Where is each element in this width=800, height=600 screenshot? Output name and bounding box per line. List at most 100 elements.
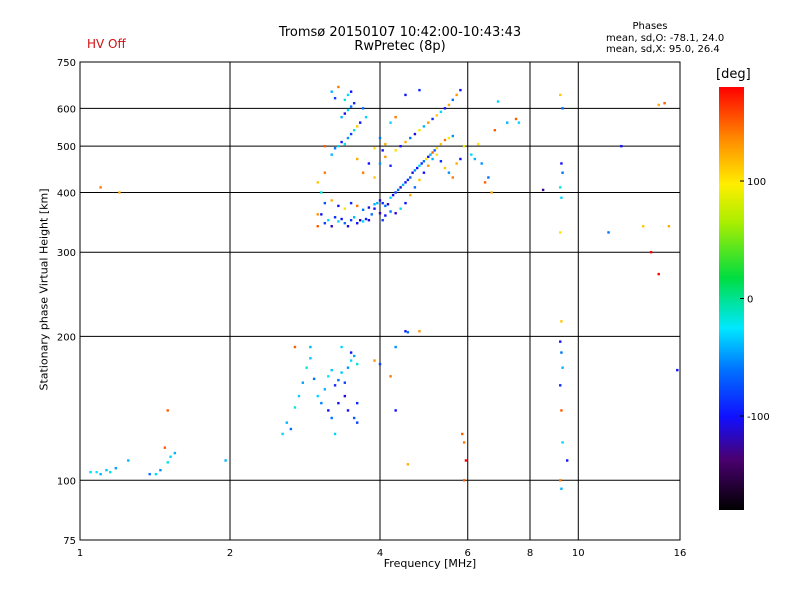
data-point: [349, 105, 353, 108]
data-point: [378, 136, 382, 140]
data-point: [114, 466, 118, 470]
x-tick-label: 10: [572, 548, 585, 559]
data-point: [443, 166, 447, 170]
data-point: [323, 201, 327, 205]
data-point: [337, 85, 340, 89]
data-point: [373, 359, 376, 362]
data-point: [333, 216, 337, 219]
data-point: [483, 181, 487, 184]
data-point: [480, 162, 483, 165]
data-point: [389, 164, 392, 167]
data-point: [349, 201, 353, 205]
data-point: [309, 345, 312, 349]
phases-x-stats: mean, sd,X: 95.0, 26.4: [606, 44, 720, 55]
data-point: [443, 107, 447, 110]
data-point: [361, 208, 365, 212]
data-point: [337, 378, 340, 382]
data-point: [381, 219, 384, 222]
data-point: [431, 117, 434, 121]
data-point: [352, 101, 356, 105]
data-point: [364, 217, 368, 221]
y-tick-label: 600: [57, 104, 76, 115]
data-point: [657, 103, 660, 107]
data-point: [642, 225, 645, 228]
data-point: [493, 128, 497, 132]
x-tick-label: 16: [674, 548, 687, 559]
data-point: [424, 157, 428, 161]
data-point: [378, 362, 382, 366]
data-point: [418, 88, 421, 92]
data-point: [413, 169, 417, 172]
data-point: [327, 219, 330, 222]
y-tick-label: 100: [57, 476, 76, 487]
data-point: [462, 479, 466, 482]
data-point: [560, 487, 563, 490]
grid: [79, 61, 681, 541]
data-point: [373, 207, 376, 210]
data-point: [420, 162, 423, 165]
data-point: [330, 225, 333, 228]
data-point: [343, 394, 347, 398]
data-point: [343, 381, 347, 384]
data-point: [352, 216, 356, 219]
data-point: [384, 155, 387, 159]
data-point: [370, 213, 373, 216]
data-point: [330, 199, 333, 202]
data-point: [470, 153, 473, 156]
data-point: [384, 204, 387, 208]
data-point: [323, 144, 327, 148]
data-point: [355, 421, 359, 424]
data-point: [312, 377, 316, 381]
data-point: [389, 121, 392, 124]
data-point: [409, 136, 412, 140]
data-point: [340, 115, 343, 119]
data-point: [340, 345, 343, 349]
data-point: [316, 181, 319, 184]
data-point: [333, 384, 337, 387]
data-point: [451, 176, 455, 179]
y-tick-label: 500: [57, 142, 76, 153]
data-point: [305, 366, 308, 369]
data-point: [358, 219, 362, 222]
data-point: [224, 459, 227, 462]
x-tick-label: 2: [227, 548, 233, 559]
data-point: [404, 93, 407, 97]
data-point: [431, 151, 434, 154]
data-point: [169, 455, 172, 458]
data-point: [559, 93, 562, 97]
data-point: [561, 366, 564, 369]
data-point: [381, 149, 384, 152]
data-point: [399, 207, 402, 210]
data-point: [355, 401, 359, 405]
hv-status-label: HV Off: [87, 37, 126, 51]
data-point: [427, 164, 430, 167]
data-point: [297, 394, 301, 398]
data-point: [166, 409, 169, 412]
data-point: [99, 186, 102, 189]
data-point: [376, 201, 379, 205]
data-point: [433, 149, 436, 152]
data-point: [352, 416, 356, 420]
data-point: [435, 153, 438, 156]
data-point: [333, 96, 337, 100]
data-point: [394, 409, 397, 412]
data-point: [565, 459, 569, 462]
data-point: [361, 220, 365, 223]
data-point: [560, 162, 563, 165]
data-point: [663, 101, 666, 105]
data-point: [378, 212, 382, 215]
data-point: [439, 110, 443, 114]
data-point: [401, 183, 405, 187]
data-point: [477, 142, 480, 146]
data-point: [396, 188, 400, 192]
chart-title: Tromsø 20150107 10:42:00-10:43:43: [278, 25, 522, 40]
data-point: [337, 204, 340, 208]
data-point: [399, 186, 402, 189]
data-point: [459, 157, 462, 161]
data-point: [411, 171, 414, 174]
data-point: [378, 162, 382, 165]
data-point: [435, 147, 438, 150]
data-point: [163, 446, 167, 449]
colorbar-tick-label: 0: [747, 295, 753, 306]
data-point: [413, 186, 417, 189]
